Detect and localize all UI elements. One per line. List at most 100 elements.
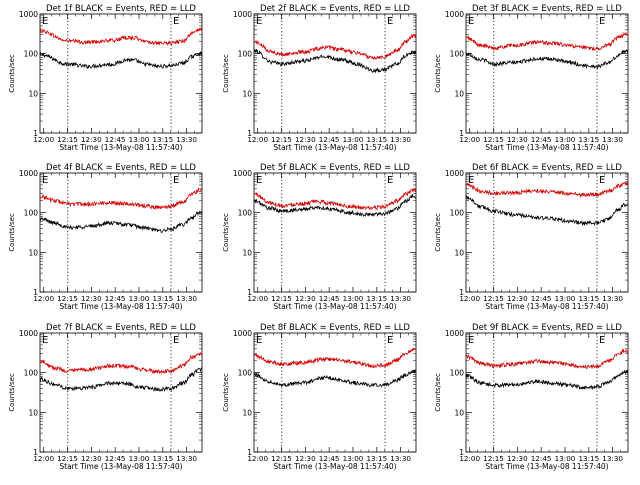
chart-panel-1: Det 1f BLACK = Events, RED = LLD 1 10 100 10… [8,4,203,152]
x-tick-label: 12:45 [319,135,340,144]
event-marker-label: E [256,335,262,346]
event-marker-label: E [468,335,474,346]
x-tick-label: 12:00 [33,135,54,144]
y-axis-label: Counts/sec [222,213,230,252]
event-marker-label: E [599,335,605,346]
y-axis-label: Counts/sec [434,54,442,93]
x-tick-label: 12:45 [105,294,126,303]
y-tick-label: 1 [247,288,252,297]
panel-title: Det 5f BLACK = Events, RED = LLD [260,163,410,173]
event-marker-label: E [387,16,393,27]
y-tick-label: 1 [459,129,464,138]
y-tick-label: 100 [238,369,253,378]
x-tick-label: 12:30 [81,454,102,463]
event-marker-label: E [173,16,179,27]
x-tick-label: 12:30 [81,294,102,303]
chart-panel-4: Det 4f BLACK = Events, RED = LLD 1 10 100 10… [8,163,203,311]
chart-panel-3: Det 3f BLACK = Events, RED = LLD 1 10 100 10… [434,4,629,152]
plot-frame [465,172,629,293]
x-tick-label: 12:00 [459,454,480,463]
chart-panel-6: Det 6f BLACK = Events, RED = LLD 1 10 100 10… [434,163,629,311]
y-tick-label: 1 [33,448,38,457]
x-tick-label: 12:45 [531,294,552,303]
x-tick-label: 12:45 [531,135,552,144]
event-marker-label: E [173,175,179,186]
y-axis-label: Counts/sec [434,213,442,252]
x-axis-label: Start Time (13-May-08 11:57:40) [59,462,182,471]
x-tick-label: 13:00 [555,135,576,144]
lld-series-line [253,188,417,211]
x-axis-label: Start Time (13-May-08 11:57:40) [59,143,182,152]
y-tick-label: 10 [242,408,252,417]
events-series-line [253,49,417,74]
events-series-line [253,369,417,388]
x-tick-label: 13:30 [176,135,197,144]
event-marker-label: E [256,16,262,27]
x-tick-label: 13:15 [152,135,173,144]
x-tick-label: 12:45 [319,294,340,303]
events-series-line [253,194,417,218]
y-tick-label: 100 [238,209,253,218]
chart-panel-7: Det 7f BLACK = Events, RED = LLD 1 10 100 10… [8,323,203,471]
plot-frame [253,13,417,134]
y-tick-label: 1000 [233,329,252,338]
panel-title: Det 4f BLACK = Events, RED = LLD [46,163,196,173]
y-tick-label: 1000 [445,169,464,178]
lld-series-line [253,347,417,369]
x-tick-label: 13:00 [343,135,364,144]
y-tick-label: 10 [242,89,252,98]
event-marker-label: E [387,175,393,186]
x-tick-label: 13:30 [602,294,623,303]
y-tick-label: 100 [24,209,39,218]
x-tick-label: 13:30 [176,454,197,463]
x-tick-label: 13:15 [366,294,387,303]
event-marker-label: E [256,175,262,186]
x-tick-label: 12:30 [507,454,528,463]
lld-series-line [39,187,203,210]
x-tick-label: 12:15 [271,454,292,463]
x-tick-label: 12:00 [247,135,268,144]
panel-title: Det 1f BLACK = Events, RED = LLD [46,4,196,14]
x-tick-label: 13:15 [578,294,599,303]
events-series-line [465,195,629,227]
event-marker-label: E [42,16,48,27]
y-tick-label: 100 [238,50,253,59]
lld-series-line [465,348,629,370]
x-tick-label: 13:30 [390,454,411,463]
events-series-line [465,369,629,390]
x-tick-label: 13:00 [555,294,576,303]
x-tick-label: 13:15 [578,454,599,463]
chart-panel-8: Det 8f BLACK = Events, RED = LLD 1 10 100 10… [222,323,417,471]
y-tick-label: 100 [450,209,465,218]
x-tick-label: 12:45 [105,454,126,463]
x-tick-label: 12:00 [33,294,54,303]
x-axis-label: Start Time (13-May-08 11:57:40) [273,462,396,471]
x-tick-label: 13:30 [602,454,623,463]
x-tick-label: 12:15 [483,135,504,144]
x-axis-label: Start Time (13-May-08 11:57:40) [485,143,608,152]
x-tick-label: 13:15 [152,294,173,303]
lld-series-line [39,27,203,47]
events-series-line [39,367,203,392]
x-tick-label: 12:15 [57,454,78,463]
x-tick-label: 12:00 [33,454,54,463]
x-tick-label: 12:30 [295,454,316,463]
event-marker-label: E [599,16,605,27]
x-tick-label: 12:30 [81,135,102,144]
x-tick-label: 13:15 [152,454,173,463]
y-tick-label: 1000 [19,169,38,178]
x-tick-label: 13:30 [390,294,411,303]
y-axis-label: Counts/sec [8,373,16,412]
y-tick-label: 1000 [445,10,464,19]
y-tick-label: 1 [33,288,38,297]
y-axis-label: Counts/sec [222,373,230,412]
x-tick-label: 13:15 [366,454,387,463]
x-tick-label: 12:15 [57,294,78,303]
x-tick-label: 12:00 [247,454,268,463]
y-axis-label: Counts/sec [434,373,442,412]
x-axis-label: Start Time (13-May-08 11:57:40) [485,302,608,311]
y-tick-label: 1000 [233,10,252,19]
plot-frame [39,332,203,453]
y-tick-label: 1 [247,448,252,457]
